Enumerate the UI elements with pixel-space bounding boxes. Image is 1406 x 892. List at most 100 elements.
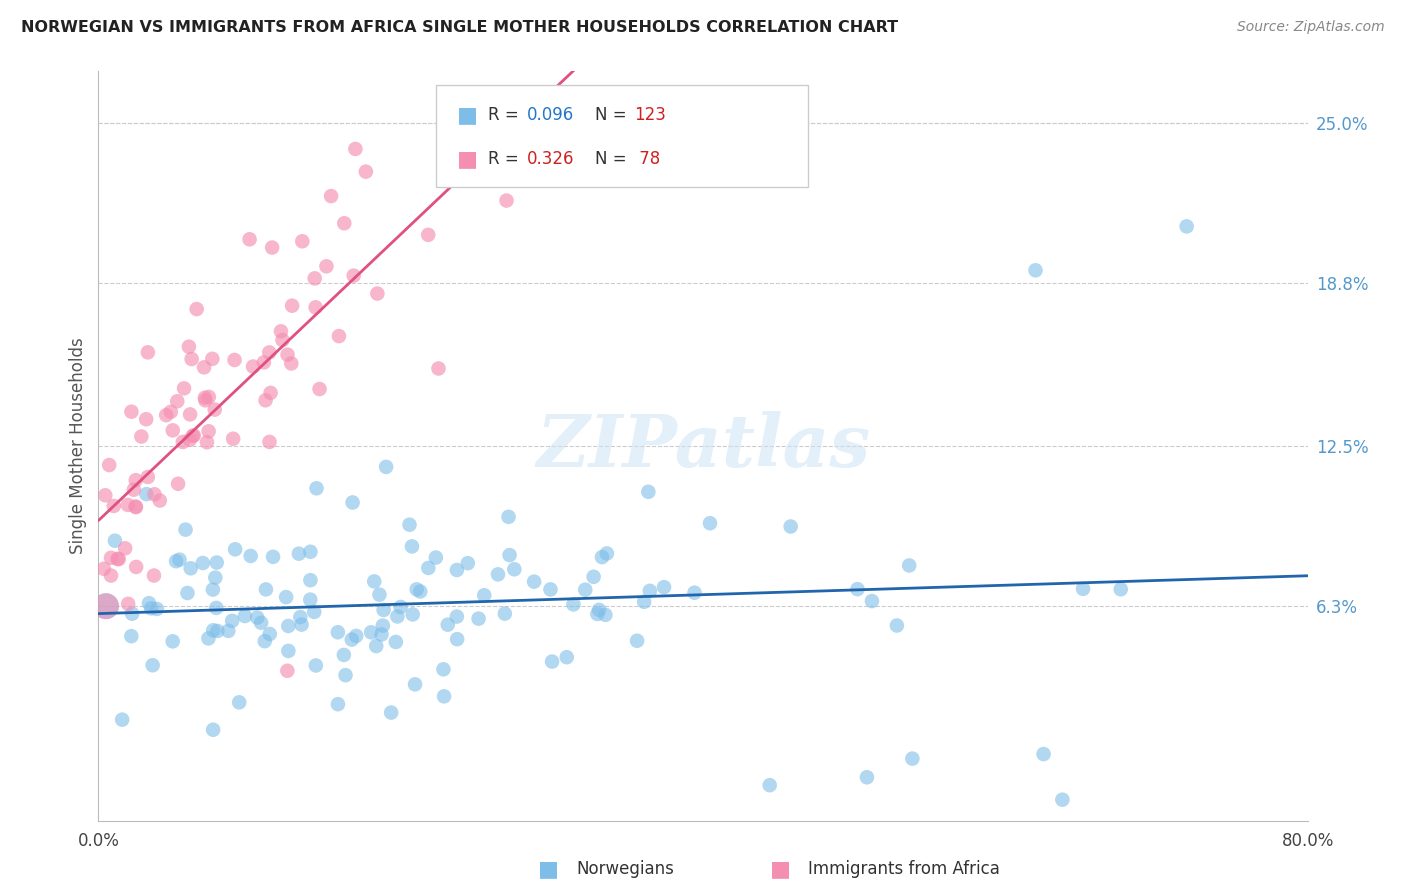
Point <box>224 542 246 557</box>
Point <box>262 241 284 255</box>
Point <box>291 234 314 248</box>
Point <box>131 429 153 443</box>
Point <box>159 405 181 419</box>
Point <box>637 484 659 499</box>
Point <box>142 658 165 673</box>
Point <box>555 650 578 665</box>
Point <box>457 556 479 570</box>
Point <box>111 713 134 727</box>
Point <box>167 476 190 491</box>
Point <box>588 603 610 617</box>
Point <box>425 550 447 565</box>
Point <box>162 423 184 437</box>
Point <box>375 459 398 474</box>
Point <box>328 329 350 343</box>
Point <box>253 634 276 648</box>
Text: ■: ■ <box>538 859 558 879</box>
Point <box>409 584 432 599</box>
Point <box>418 561 440 575</box>
Point <box>290 617 312 632</box>
Point <box>224 353 246 368</box>
Point <box>652 580 675 594</box>
Point <box>179 408 201 422</box>
Y-axis label: Single Mother Households: Single Mother Households <box>69 338 87 554</box>
Point <box>186 301 208 316</box>
Point <box>195 435 218 450</box>
Text: N =: N = <box>595 151 631 169</box>
Point <box>207 624 229 638</box>
Point <box>177 340 200 354</box>
Point <box>856 770 879 784</box>
Point <box>758 778 780 792</box>
Point <box>239 549 262 563</box>
Point <box>162 634 184 648</box>
Point <box>228 695 250 709</box>
Point <box>143 487 166 501</box>
Point <box>174 523 197 537</box>
Point <box>574 582 596 597</box>
Point <box>191 556 214 570</box>
Point <box>304 301 326 315</box>
Point <box>333 648 356 662</box>
Point <box>1032 747 1054 761</box>
Point <box>326 697 349 711</box>
Point <box>242 359 264 374</box>
Point <box>432 662 454 676</box>
Text: 78: 78 <box>634 151 661 169</box>
Point <box>103 499 125 513</box>
Point <box>344 629 367 643</box>
Point <box>586 607 609 621</box>
Text: ■: ■ <box>770 859 790 879</box>
Point <box>172 434 194 449</box>
Point <box>259 434 281 449</box>
Point <box>253 355 276 369</box>
Point <box>183 428 205 442</box>
Text: ■: ■ <box>457 105 478 126</box>
Point <box>276 664 298 678</box>
Text: ■: ■ <box>457 150 478 169</box>
Point <box>169 552 191 566</box>
Point <box>363 574 385 589</box>
Point <box>94 599 117 614</box>
Point <box>398 517 420 532</box>
Point <box>250 615 273 630</box>
Text: R =: R = <box>488 151 524 169</box>
Point <box>498 509 520 524</box>
Point <box>120 405 142 419</box>
Point <box>254 393 277 408</box>
Point <box>626 633 648 648</box>
Point <box>366 286 388 301</box>
Point <box>1071 582 1094 596</box>
Point <box>217 624 239 638</box>
Point <box>335 668 357 682</box>
Point <box>104 533 127 548</box>
Point <box>385 635 408 649</box>
Point <box>280 356 302 370</box>
Point <box>205 556 228 570</box>
Point <box>259 627 281 641</box>
Point <box>342 495 364 509</box>
Point <box>779 519 801 533</box>
Point <box>138 596 160 610</box>
Point <box>299 545 322 559</box>
Point <box>699 516 721 531</box>
Point <box>901 751 924 765</box>
Point <box>180 351 202 366</box>
Point <box>541 655 564 669</box>
Point <box>271 333 294 347</box>
Point <box>368 588 391 602</box>
Point <box>125 473 148 487</box>
Text: N =: N = <box>595 106 631 124</box>
Point <box>117 498 139 512</box>
Point <box>173 381 195 395</box>
Point <box>194 393 217 408</box>
Point <box>433 690 456 704</box>
Point <box>281 299 304 313</box>
Point <box>197 425 219 439</box>
Point <box>176 586 198 600</box>
Text: Immigrants from Africa: Immigrants from Africa <box>808 860 1000 878</box>
Point <box>198 390 221 404</box>
Point <box>305 658 328 673</box>
Point <box>107 552 129 566</box>
Point <box>180 561 202 575</box>
